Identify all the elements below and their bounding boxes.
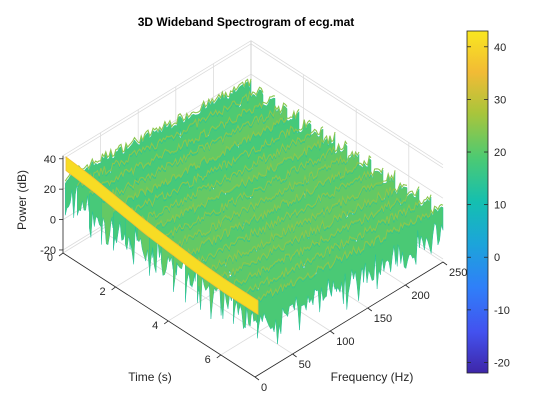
low-frequency-band — [65, 156, 259, 316]
colorbar-ticks: -20 -10 0 10 20 30 40 — [467, 42, 510, 369]
z-tick-label: -20 — [40, 245, 56, 257]
y-tick-label: 6 — [205, 354, 211, 366]
ridge-crest — [232, 186, 420, 289]
chart-title: 3D Wideband Spectrogram of ecg.mat — [138, 15, 355, 29]
colorbar: -20 -10 0 10 20 30 40 — [466, 30, 510, 374]
ridge-crest — [64, 78, 252, 182]
spectrum-ridge — [257, 206, 444, 345]
ridge-crest — [256, 203, 444, 301]
z-tick-label: 40 — [44, 154, 56, 166]
z-axis-label: Power (dB) — [15, 170, 29, 230]
x-tick-label: 0 — [261, 382, 267, 394]
colorbar-tick-label: 10 — [494, 200, 506, 212]
z-tick-label: 20 — [44, 184, 56, 196]
colorbar-tick-label: -10 — [494, 305, 510, 317]
ridge-crest — [88, 95, 276, 195]
ridge-crest — [244, 194, 432, 296]
x-tick-label: 50 — [299, 359, 311, 371]
colorbar-tick-label: 20 — [494, 147, 506, 159]
ridge-crest — [160, 140, 348, 243]
ridge-crest — [112, 108, 300, 212]
ridge-crest — [148, 131, 336, 233]
z-tick-label: 0 — [50, 215, 56, 227]
ridge-crest — [184, 155, 372, 259]
colorbar-tick-label: 0 — [494, 252, 500, 264]
ridge-crest — [76, 86, 264, 187]
y-tick-label: 0 — [47, 252, 53, 264]
ridge-crest — [136, 126, 324, 224]
y-tick-label: 4 — [152, 320, 158, 332]
x-axis-label: Frequency (Hz) — [331, 370, 414, 384]
ridge-crest — [208, 170, 396, 275]
colorbar-gradient — [466, 30, 489, 374]
x-tick-label: 250 — [449, 267, 467, 279]
x-tick-label: 100 — [336, 336, 354, 348]
colorbar-tick-label: -20 — [494, 357, 510, 369]
ridge-crest — [173, 150, 360, 248]
ridge-crest — [100, 102, 288, 202]
y-tick-label: 2 — [99, 286, 105, 298]
x-tick-label: 150 — [374, 313, 392, 325]
x-tick-label: 200 — [411, 290, 429, 302]
colorbar-tick-label: 30 — [494, 94, 506, 106]
colorbar-tick-label: 40 — [494, 42, 506, 54]
ridge-crest — [125, 119, 312, 217]
ridge-crest — [196, 167, 384, 265]
spectrogram-surface — [64, 78, 444, 345]
y-axis-label: Time (s) — [128, 370, 172, 384]
ridge-crest — [220, 181, 408, 280]
